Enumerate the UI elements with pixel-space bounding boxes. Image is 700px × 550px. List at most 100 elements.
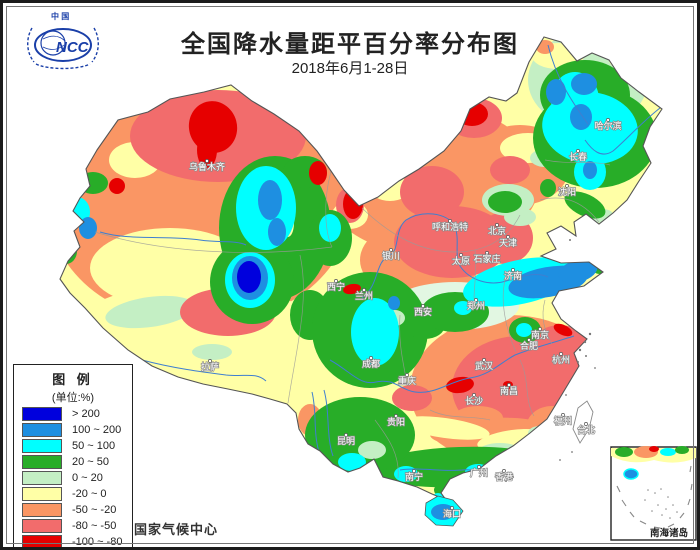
south-sea-inset: 南海诸岛 — [610, 446, 697, 541]
legend-swatch — [22, 470, 62, 485]
city-marker — [448, 219, 452, 223]
city-marker — [538, 327, 542, 331]
city-label: 天津 — [499, 238, 517, 248]
city-label: 北京 — [488, 225, 506, 236]
city-marker — [606, 118, 610, 122]
city-marker — [344, 433, 348, 437]
city-label: 乌鲁木齐 — [189, 161, 225, 172]
legend-row: 50 ~ 100 — [22, 438, 132, 453]
legend-swatch — [22, 534, 62, 549]
city-marker — [405, 373, 409, 377]
china-boundary — [59, 36, 663, 502]
city-label: 石家庄 — [473, 253, 500, 264]
inset-islands — [644, 488, 678, 519]
city-label: 哈尔滨 — [594, 120, 621, 131]
city-label: 福州 — [554, 415, 572, 426]
city-label: 长沙 — [465, 395, 483, 406]
city-label: 银川 — [382, 250, 400, 261]
city-label: 昆明 — [337, 436, 355, 446]
city-marker — [482, 358, 486, 362]
city-label: 重庆 — [398, 375, 416, 386]
city-marker — [205, 159, 209, 163]
city-label: 台北 — [577, 424, 595, 435]
province-borders — [94, 159, 611, 479]
city-label: 长春 — [569, 151, 587, 162]
legend-row: -80 ~ -50 — [22, 518, 132, 533]
hainan-island — [424, 495, 464, 527]
page-title: 全国降水量距平百分率分布图 — [181, 31, 519, 58]
city-marker — [362, 288, 366, 292]
legend-swatch — [22, 438, 62, 453]
legend-label: 50 ~ 100 — [72, 439, 116, 452]
city-marker — [472, 393, 476, 397]
city-marker — [561, 413, 565, 417]
agency-name: 国家气候中心 — [134, 522, 219, 537]
legend-title: 图 例 — [52, 372, 94, 387]
city-marker — [474, 298, 478, 302]
city-label: 南昌 — [500, 385, 518, 396]
legend-label: 20 ~ 50 — [72, 455, 110, 468]
legend-label: 100 ~ 200 — [72, 423, 122, 436]
legend-swatch — [22, 422, 62, 437]
city-marker — [485, 251, 489, 255]
legend-row: -50 ~ -20 — [22, 502, 132, 517]
city-marker — [412, 469, 416, 473]
legend-row: -100 ~ -80 — [22, 534, 132, 549]
legend-label: -50 ~ -20 — [72, 503, 117, 516]
city-marker — [459, 253, 463, 257]
legend-swatch — [22, 518, 62, 533]
city-marker — [477, 465, 481, 469]
city-marker — [527, 338, 531, 342]
city-marker — [389, 248, 393, 252]
city-marker — [334, 279, 338, 283]
city-label: 西宁 — [327, 281, 345, 292]
legend-label: -20 ~ 0 — [72, 487, 107, 500]
legend-row: 100 ~ 200 — [22, 422, 132, 437]
legend-label: > 200 — [72, 407, 100, 420]
city-marker — [576, 149, 580, 153]
logo-wreath-icon — [27, 27, 99, 70]
city-marker — [421, 304, 425, 308]
city-marker — [394, 414, 398, 418]
legend-row: 20 ~ 50 — [22, 454, 132, 469]
legend-swatch — [22, 454, 62, 469]
legend-row: 0 ~ 20 — [22, 470, 132, 485]
legend-swatch — [22, 486, 62, 501]
city-label: 香港 — [495, 471, 513, 482]
city-label: 郑州 — [467, 300, 485, 311]
legend-label: 0 ~ 20 — [72, 471, 103, 484]
city-label: 广州 — [470, 467, 488, 478]
legend-label: -100 ~ -80 — [72, 535, 123, 548]
legend-swatch — [22, 406, 62, 421]
city-marker — [450, 506, 454, 510]
contour-layer-darkblue — [237, 261, 261, 293]
city-marker — [511, 268, 515, 272]
taiwan-island — [572, 400, 594, 444]
city-label: 南京 — [531, 329, 549, 340]
legend-label: -80 ~ -50 — [72, 519, 117, 532]
city-label: 成都 — [362, 358, 380, 369]
city-label: 呼和浩特 — [432, 221, 468, 232]
legend-box: 图 例 (单位:%) > 200 100 ~ 200 50 ~ 100 20 ~ 50… — [13, 364, 133, 550]
city-label: 合肥 — [520, 340, 538, 351]
city-marker — [565, 184, 569, 188]
logo-globe-icon: NCC — [34, 28, 92, 62]
city-label: 太原 — [452, 255, 470, 266]
city-label: 拉萨 — [201, 361, 219, 372]
city-marker — [502, 469, 506, 473]
rivers — [99, 44, 661, 473]
logo-acronym-text: NCC — [56, 39, 90, 56]
city-marker — [506, 235, 510, 239]
coast-stipple — [505, 239, 596, 482]
legend-swatch — [22, 502, 62, 517]
city-label: 兰州 — [355, 290, 373, 301]
legend-unit: (单位:%) — [51, 392, 95, 404]
city-marker — [559, 352, 563, 356]
nine-dash-line — [616, 465, 693, 529]
city-marker — [507, 383, 511, 387]
city-label: 杭州 — [552, 354, 570, 365]
inset-label: 南海诸岛 — [650, 527, 688, 539]
